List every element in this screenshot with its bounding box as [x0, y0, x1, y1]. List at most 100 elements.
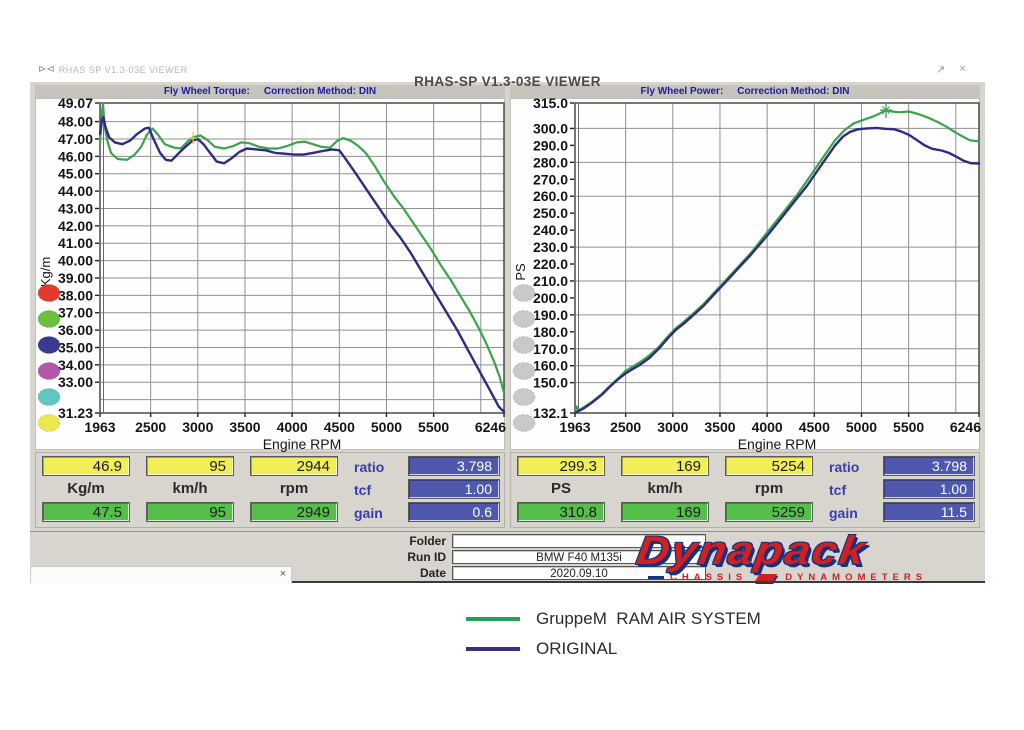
- folder-label: Folder: [409, 534, 446, 548]
- original-line-swatch: [466, 647, 520, 651]
- run-a-value: 169: [621, 456, 709, 476]
- unit-label: PS: [550, 480, 571, 497]
- x-tick-label: 5000: [846, 419, 877, 435]
- y-tick-label: 45.00: [58, 166, 93, 182]
- tagline-dynamometers: DYNAMOMETERS: [785, 572, 928, 583]
- y-tick-label: 36.00: [58, 322, 93, 338]
- x-tick-label: 4000: [752, 419, 783, 435]
- y-tick-label: 220.0: [533, 256, 568, 272]
- x-tick-label: 6246: [950, 419, 981, 435]
- run-indicator-dot[interactable]: [37, 310, 61, 328]
- y-tick-label: 170.0: [533, 341, 568, 357]
- x-tick-label: 3500: [704, 419, 735, 435]
- x-tick-label: 4500: [799, 419, 830, 435]
- run-a-value: 2944: [250, 456, 338, 476]
- y-tick-label: 150.0: [533, 375, 568, 391]
- app-icon: ⊳⊲: [38, 64, 55, 75]
- run-a-value: 299.3: [517, 456, 605, 476]
- y-tick-label: 40.00: [58, 253, 93, 269]
- y-tick-label: 38.00: [58, 287, 93, 303]
- legend: GruppeM RAM AIR SYSTEM ORIGINAL: [466, 604, 761, 664]
- y-tick-label: 34.00: [58, 357, 93, 373]
- run-indicator-dot[interactable]: [512, 336, 536, 354]
- legend-item-gruppem: GruppeM RAM AIR SYSTEM: [466, 604, 761, 634]
- y-tick-label: 270.0: [533, 171, 568, 187]
- tcf-label: tcf: [829, 482, 847, 498]
- tcf-value: 1.00: [408, 479, 500, 499]
- power-header-label: Fly Wheel Power:: [640, 86, 724, 97]
- y-tick-label: 260.0: [533, 188, 568, 204]
- run-indicator-dot[interactable]: [512, 284, 536, 302]
- folder-field[interactable]: [452, 534, 706, 548]
- x-tick-label: 5500: [418, 419, 449, 435]
- dynapack-brand-text: Dynapack: [633, 529, 871, 573]
- tcf-label: tcf: [354, 482, 372, 498]
- run-b-value: 95: [146, 502, 234, 522]
- y-tick-label: 33.00: [58, 374, 93, 390]
- run-b-value: 169: [621, 502, 709, 522]
- power-correction-label: Correction Method: DIN: [737, 86, 850, 97]
- y-tick-label: 44.00: [58, 183, 93, 199]
- y-tick-label: 240.0: [533, 222, 568, 238]
- x-tick-label: 3500: [229, 419, 260, 435]
- page-title: RHAS-SP V1.3-03E VIEWER: [414, 74, 601, 89]
- torque-readout-panel: 46.9 95 2944 Kg/m km/h rpm 47.5 95 2949 ratio 3.79…: [35, 452, 505, 528]
- run-a-value: 95: [146, 456, 234, 476]
- x-tick-label: 2500: [610, 419, 641, 435]
- run-indicator-dot[interactable]: [512, 388, 536, 406]
- series-gruppem-ram-air-system: [573, 109, 981, 414]
- y-tick-label: 160.0: [533, 358, 568, 374]
- y-tick-label: 250.0: [533, 205, 568, 221]
- y-tick-label: 31.23: [58, 405, 93, 421]
- run-b-value: 310.8: [517, 502, 605, 522]
- x-axis-title: Engine RPM: [263, 436, 342, 452]
- run-b-value: 47.5: [42, 502, 130, 522]
- x-tick-label: 4000: [277, 419, 308, 435]
- footer-divider: [30, 531, 985, 532]
- y-tick-label: 41.00: [58, 235, 93, 251]
- run-indicator-dot[interactable]: [512, 310, 536, 328]
- y-tick-label: 37.00: [58, 305, 93, 321]
- run-indicator-dot[interactable]: [512, 362, 536, 380]
- power-chart-header: Fly Wheel Power: Correction Method: DIN: [510, 85, 980, 98]
- y-tick-label: 132.1: [533, 405, 568, 421]
- window-bottom-border: [292, 581, 985, 583]
- plot-frame: [574, 102, 980, 414]
- torque-correction-label: Correction Method: DIN: [263, 86, 377, 97]
- run-indicator-dot[interactable]: [512, 414, 536, 432]
- ratio-value: 3.798: [883, 456, 975, 476]
- run-indicator-dot[interactable]: [37, 284, 61, 302]
- gain-label: gain: [829, 505, 858, 521]
- run-b-value: 5259: [725, 502, 813, 522]
- x-tick-label: 5000: [371, 419, 402, 435]
- run-indicator-dot[interactable]: [37, 414, 61, 432]
- marker: [882, 106, 890, 115]
- y-tick-label: 315.0: [533, 95, 568, 111]
- x-axis-title: Engine RPM: [738, 436, 817, 452]
- run-indicator-dot[interactable]: [37, 336, 61, 354]
- y-tick-label: 190.0: [533, 307, 568, 323]
- torque-header-label: Fly Wheel Torque:: [163, 86, 250, 97]
- y-tick-label: 300.0: [533, 120, 568, 136]
- date-field[interactable]: 2020.09.10: [452, 566, 706, 580]
- y-tick-label: 200.0: [533, 290, 568, 306]
- maximize-icon[interactable]: ↗: [936, 64, 946, 76]
- gruppem-label: GruppeM RAM AIR SYSTEM: [536, 609, 761, 628]
- dynapack-tagline: CHASSIS DYNAMOMETERS: [648, 572, 964, 583]
- series-gruppem-ram-air-system: [98, 102, 506, 394]
- close-icon[interactable]: ×: [959, 63, 966, 75]
- run-indicator-dot[interactable]: [37, 362, 61, 380]
- run-id-field[interactable]: BMW F40 M135i: [452, 550, 706, 564]
- run-a-value: 5254: [725, 456, 813, 476]
- plot-frame: [99, 102, 505, 414]
- original-label: ORIGINAL: [536, 639, 618, 658]
- strip-close-icon[interactable]: ×: [279, 568, 286, 580]
- tcf-value: 1.00: [883, 479, 975, 499]
- run-indicator-dot[interactable]: [37, 388, 61, 406]
- y-axis-title: PS: [513, 263, 528, 281]
- run-id-label: Run ID: [407, 550, 446, 564]
- y-tick-label: 180.0: [533, 324, 568, 340]
- gain-value: 0.6: [408, 502, 500, 522]
- y-tick-label: 47.00: [58, 131, 93, 147]
